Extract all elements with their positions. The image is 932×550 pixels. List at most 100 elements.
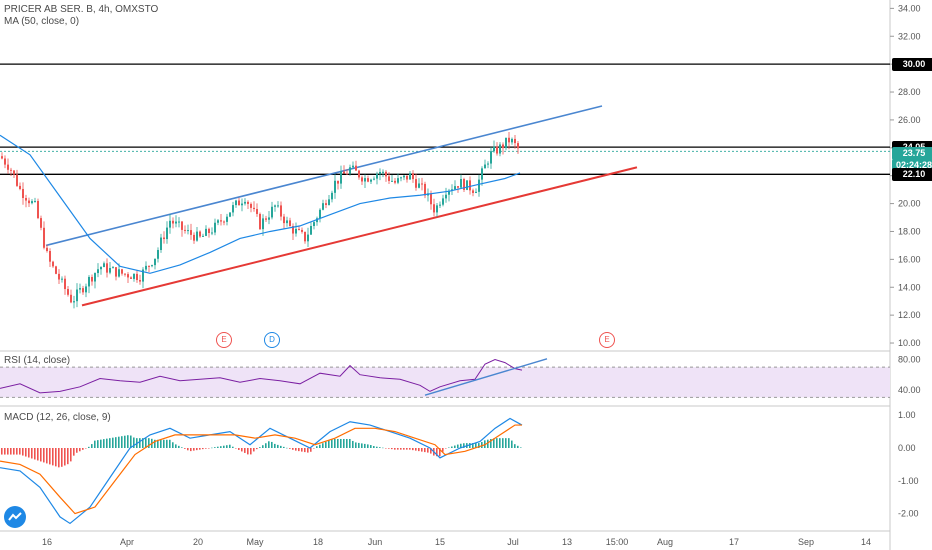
macd-histogram-bar	[418, 448, 420, 452]
macd-histogram-bar	[10, 448, 12, 455]
candle	[244, 201, 246, 204]
candle	[415, 179, 417, 188]
macd-histogram-bar	[115, 437, 117, 448]
macd-histogram-bar	[214, 447, 216, 448]
macd-histogram-bar	[94, 440, 96, 448]
time-tick-label: Aug	[657, 537, 673, 547]
macd-histogram-bar	[88, 446, 90, 448]
macd-histogram-bar	[403, 448, 405, 450]
macd-histogram-bar	[406, 448, 408, 450]
candle	[235, 200, 237, 206]
macd-histogram-bar	[178, 445, 180, 448]
macd-histogram-bar	[346, 438, 348, 448]
event-marker[interactable]: E	[599, 332, 615, 348]
candle	[421, 183, 423, 185]
candle	[340, 171, 342, 184]
candle	[97, 269, 99, 274]
candle	[127, 274, 129, 278]
tradingview-logo-icon[interactable]	[4, 506, 26, 528]
candle	[322, 203, 324, 210]
macd-histogram-bar	[412, 448, 414, 451]
macd-histogram-bar	[256, 448, 258, 450]
macd-histogram-bar	[241, 448, 243, 452]
candle	[304, 231, 306, 242]
time-tick-label: 15:00	[606, 537, 629, 547]
candle	[403, 175, 405, 178]
candle	[436, 205, 438, 213]
macd-histogram-bar	[130, 435, 132, 448]
candle	[373, 178, 375, 180]
macd-histogram-bar	[496, 438, 498, 448]
macd-histogram-bar	[505, 438, 507, 448]
rsi-trendline	[424, 358, 548, 396]
candle	[199, 231, 201, 237]
macd-histogram-bar	[91, 444, 93, 448]
price-tick-label: 16.00	[898, 254, 921, 264]
event-marker[interactable]: E	[216, 332, 232, 348]
macd-histogram-bar	[211, 447, 213, 449]
price-tick-label: 18.00	[898, 226, 921, 236]
macd-histogram-bar	[325, 441, 327, 448]
macd-histogram-bar	[445, 448, 447, 449]
macd-histogram-bar	[235, 448, 237, 449]
candle	[313, 222, 315, 227]
time-tick-label: 14	[861, 537, 871, 547]
macd-histogram-bar	[154, 439, 156, 448]
candle	[46, 247, 48, 252]
macd-histogram-bar	[415, 448, 417, 451]
candle	[4, 158, 6, 165]
candle	[463, 179, 465, 190]
candle	[364, 178, 366, 182]
candle	[49, 251, 51, 262]
macd-histogram-bar	[373, 446, 375, 448]
candle	[481, 168, 483, 180]
signal-line	[0, 424, 522, 515]
candle	[319, 209, 321, 219]
macd-histogram-bar	[112, 437, 114, 448]
macd-histogram-bar	[238, 448, 240, 450]
macd-histogram-bar	[460, 443, 462, 448]
event-marker[interactable]: D	[264, 332, 280, 348]
macd-histogram-bar	[70, 448, 72, 462]
macd-histogram-bar	[79, 448, 81, 452]
macd-histogram-bar	[286, 447, 288, 449]
candle	[178, 221, 180, 223]
candle	[7, 164, 9, 170]
time-tick-label: 20	[193, 537, 203, 547]
candle	[115, 267, 117, 277]
macd-histogram-bar	[271, 441, 273, 448]
macd-histogram-bar	[280, 445, 282, 448]
macd-histogram-bar	[121, 436, 123, 448]
macd-histogram-bar	[367, 444, 369, 448]
candle	[217, 220, 219, 223]
macd-histogram-bar	[25, 448, 27, 457]
rsi-legend: RSI (14, close)	[4, 355, 71, 366]
candle	[55, 266, 57, 274]
macd-histogram-bar	[16, 448, 18, 455]
candle	[280, 205, 282, 217]
macd-histogram-bar	[58, 448, 60, 468]
macd-histogram-bar	[262, 445, 264, 448]
candle	[412, 173, 414, 180]
macd-histogram-bar	[475, 443, 477, 448]
candle	[19, 185, 21, 189]
macd-histogram-bar	[349, 438, 351, 448]
macd-histogram-bar	[205, 448, 207, 449]
macd-histogram-bar	[370, 445, 372, 448]
candle	[394, 180, 396, 183]
candle	[493, 146, 495, 152]
candle	[85, 286, 87, 293]
candle	[367, 178, 369, 182]
candle	[331, 192, 333, 200]
macd-histogram-bar	[160, 439, 162, 448]
macd-histogram-bar	[166, 439, 168, 448]
candle	[253, 207, 255, 210]
candle	[475, 191, 477, 193]
macd-histogram-bar	[478, 443, 480, 448]
macd-histogram-bar	[385, 448, 387, 449]
macd-histogram-bar	[49, 448, 51, 465]
candle	[181, 221, 183, 230]
candle	[226, 216, 228, 222]
candle	[325, 203, 327, 205]
